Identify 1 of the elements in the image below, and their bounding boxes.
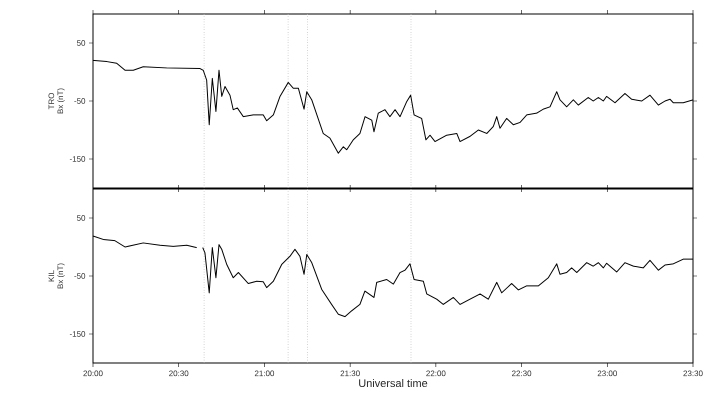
x-axis-title: Universal time — [359, 379, 428, 388]
